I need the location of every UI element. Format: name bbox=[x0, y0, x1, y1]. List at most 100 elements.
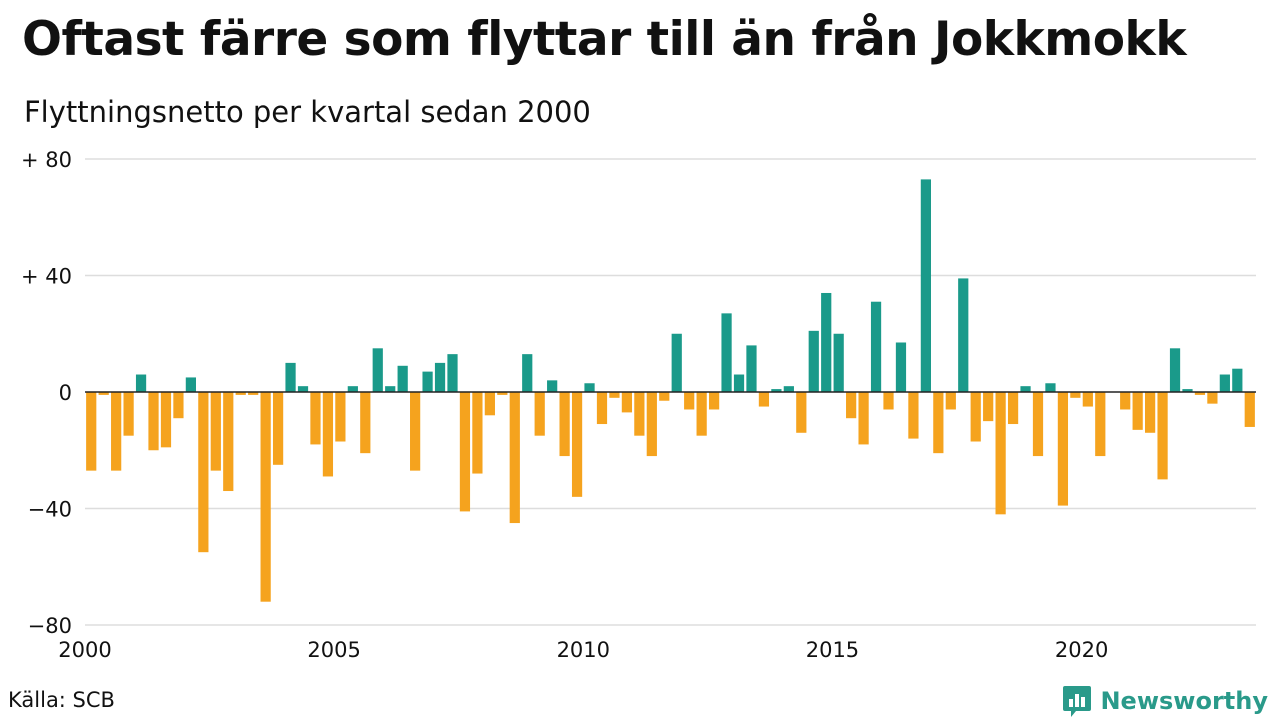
bar bbox=[297, 386, 309, 392]
bar bbox=[684, 392, 695, 410]
x-tick-label: 2020 bbox=[1055, 638, 1108, 662]
bar bbox=[1232, 368, 1243, 392]
bar-chart-speech-bubble-icon bbox=[1063, 686, 1092, 717]
bar bbox=[646, 392, 657, 457]
bar bbox=[733, 374, 745, 392]
bar bbox=[410, 392, 421, 471]
bar bbox=[1244, 392, 1255, 427]
bar bbox=[484, 392, 495, 416]
y-tick-label: + 40 bbox=[21, 265, 72, 289]
bar bbox=[285, 362, 296, 393]
bar bbox=[846, 392, 857, 419]
bar bbox=[1145, 392, 1156, 433]
bar bbox=[1132, 392, 1143, 430]
bar bbox=[148, 392, 159, 451]
bar bbox=[1032, 392, 1044, 457]
bar bbox=[472, 392, 483, 474]
bar bbox=[1182, 389, 1193, 392]
bar bbox=[721, 313, 732, 392]
y-tick-label: 0 bbox=[59, 381, 72, 405]
bar bbox=[1120, 392, 1131, 410]
x-tick-label: 2000 bbox=[58, 638, 111, 662]
bar bbox=[1169, 348, 1181, 392]
bar bbox=[870, 301, 882, 392]
bar bbox=[571, 392, 583, 497]
x-tick-label: 2010 bbox=[557, 638, 610, 662]
x-tick-label: 2005 bbox=[307, 638, 360, 662]
bar bbox=[621, 392, 633, 413]
bar bbox=[1194, 392, 1206, 395]
bar bbox=[160, 392, 172, 448]
bar bbox=[758, 392, 770, 407]
bar bbox=[696, 392, 707, 436]
bar bbox=[547, 380, 558, 392]
bar bbox=[260, 392, 271, 602]
bar bbox=[1095, 392, 1106, 457]
bar bbox=[671, 333, 682, 392]
bar bbox=[933, 392, 944, 454]
bar bbox=[210, 392, 221, 471]
bar bbox=[173, 392, 184, 419]
bar bbox=[995, 392, 1006, 515]
bar bbox=[895, 342, 907, 392]
bar bbox=[783, 386, 794, 392]
y-tick-label: −80 bbox=[28, 614, 72, 638]
bar bbox=[796, 392, 807, 433]
bar bbox=[397, 365, 408, 392]
bar bbox=[111, 392, 122, 471]
bar bbox=[1207, 392, 1218, 404]
bar bbox=[447, 354, 458, 392]
bar bbox=[634, 392, 645, 436]
bar bbox=[883, 392, 894, 410]
bar bbox=[596, 392, 608, 425]
source-note: Källa: SCB bbox=[8, 688, 115, 712]
bar bbox=[135, 374, 147, 392]
bar bbox=[708, 392, 720, 410]
bar bbox=[310, 392, 321, 445]
bar bbox=[908, 392, 919, 439]
bar bbox=[272, 392, 284, 465]
bar bbox=[559, 392, 570, 457]
bar bbox=[86, 392, 97, 471]
y-tick-label: −40 bbox=[28, 498, 72, 522]
bar bbox=[1020, 386, 1031, 392]
bar bbox=[1007, 392, 1019, 425]
bar bbox=[609, 392, 620, 398]
bar bbox=[1219, 374, 1230, 392]
bar bbox=[534, 392, 545, 436]
bar bbox=[123, 392, 134, 436]
bar bbox=[360, 392, 371, 454]
bar bbox=[385, 386, 396, 392]
brand-logo: Newsworthy bbox=[1062, 684, 1268, 718]
bar bbox=[1057, 392, 1069, 506]
bar bbox=[1070, 392, 1081, 398]
y-tick-label: + 80 bbox=[21, 148, 72, 172]
bar bbox=[970, 392, 981, 442]
bar bbox=[958, 278, 969, 392]
bar bbox=[945, 392, 956, 410]
bar bbox=[771, 389, 782, 392]
bar bbox=[509, 392, 520, 524]
bar bbox=[1082, 392, 1093, 407]
bar bbox=[497, 392, 508, 395]
bar bbox=[422, 371, 433, 392]
bar bbox=[223, 392, 234, 492]
bar bbox=[858, 392, 869, 445]
bar bbox=[372, 348, 383, 392]
chart-title: Oftast färre som flyttar till än från Jo… bbox=[22, 12, 1187, 67]
chart-subtitle: Flyttningsnetto per kvartal sedan 2000 bbox=[24, 95, 591, 129]
bar bbox=[833, 333, 844, 392]
bar bbox=[1157, 392, 1168, 480]
bar bbox=[248, 392, 259, 395]
bar bbox=[185, 377, 196, 392]
bar bbox=[235, 392, 246, 395]
brand-name: Newsworthy bbox=[1100, 687, 1268, 715]
bar bbox=[821, 292, 832, 392]
bar bbox=[347, 386, 358, 392]
bar bbox=[459, 392, 471, 512]
bar bbox=[335, 392, 346, 442]
bar bbox=[198, 392, 209, 553]
bar bbox=[434, 362, 446, 393]
x-tick-label: 2015 bbox=[806, 638, 859, 662]
